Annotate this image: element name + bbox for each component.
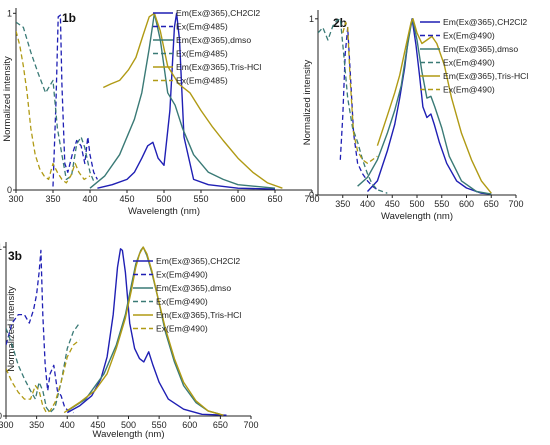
legend-entry: Em(Ex@365),CH2Cl2	[443, 17, 527, 27]
y-axis-label: Normalized intensity	[302, 59, 313, 145]
x-tick-label: 650	[267, 194, 282, 204]
legend-entry: Em(Ex@365),dmso	[176, 35, 251, 45]
legend-entry: Ex(Em@485)	[176, 76, 228, 86]
panel-label: 3b	[8, 249, 22, 263]
legend-entry: Em(Ex@365),Tris-HCl	[156, 310, 241, 320]
legend: Em(Ex@365),CH2Cl2 Ex(Em@490) Em(Ex@365),dm…	[420, 17, 528, 95]
x-tick-label: 600	[230, 194, 245, 204]
series-line-5	[6, 339, 80, 414]
series-line-5	[342, 21, 378, 164]
x-tick-label: 450	[90, 420, 105, 430]
x-tick-label: 350	[29, 420, 44, 430]
chart-panel-3b: 300 350 400 450 500 550 600 650 700 0 1 Wavelength …	[0, 242, 259, 440]
y-axis-label: Normalized intensity	[6, 286, 17, 372]
series-line-3	[16, 21, 95, 182]
y-tick-label: 1	[7, 8, 12, 18]
x-tick-label: 300	[0, 420, 14, 430]
series-line-2	[357, 18, 492, 195]
x-tick-label: 500	[121, 420, 136, 430]
x-tick-label: 550	[152, 420, 167, 430]
y-tick-label: 0	[7, 185, 12, 195]
legend-entry: Ex(Em@490)	[443, 58, 495, 68]
legend-entry: Em(Ex@365),CH2Cl2	[156, 256, 240, 266]
x-tick-label: 350	[335, 199, 350, 209]
series-line-1	[339, 26, 378, 191]
chart-panel-1b: 300 350 400 450 500 550 600 650 70001Wavelength …	[2, 8, 320, 217]
x-axis-label: Wavelength (nm)	[381, 211, 453, 222]
series-line-1	[52, 14, 98, 187]
y-axis-label: Normalized intensity	[2, 56, 13, 142]
x-tick-label: 550	[193, 194, 208, 204]
series-line-3	[318, 18, 388, 194]
legend-entry: Em(Ex@365),Tris-HCl	[443, 71, 528, 81]
panel-label: 1b	[62, 11, 76, 25]
legend-entry: Em(Ex@365),CH2Cl2	[176, 8, 260, 18]
series-group	[318, 18, 492, 195]
series-line-4	[376, 18, 492, 194]
x-tick-label: 700	[508, 199, 523, 209]
legend-entry: Ex(Em@490)	[156, 324, 208, 334]
y-tick-label: 1	[0, 242, 2, 252]
series-group	[6, 246, 227, 416]
legend-entry: Ex(Em@485)	[176, 22, 228, 32]
series-line-1	[6, 249, 74, 414]
panel-label: 2b	[333, 16, 347, 30]
y-tick-label: 0	[309, 190, 314, 200]
x-tick-label: 400	[360, 199, 375, 209]
legend-entry: Ex(Em@490)	[156, 270, 208, 280]
legend-entry: Em(Ex@365),Tris-HCl	[176, 62, 261, 72]
x-tick-label: 600	[459, 199, 474, 209]
series-line-5	[16, 30, 91, 184]
series-line-0	[97, 12, 276, 190]
legend-entry: Ex(Em@490)	[443, 31, 495, 41]
legend-entry: Ex(Em@485)	[176, 49, 228, 59]
x-tick-label: 700	[304, 194, 319, 204]
x-tick-label: 400	[60, 420, 75, 430]
x-tick-label: 550	[434, 199, 449, 209]
x-tick-label: 450	[385, 199, 400, 209]
series-group	[16, 12, 283, 190]
x-tick-label: 650	[213, 420, 228, 430]
x-tick-label: 500	[409, 199, 424, 209]
legend-entry: Ex(Em@490)	[443, 85, 495, 95]
x-tick-label: 300	[8, 194, 23, 204]
x-axis-label: Wavelength (nm)	[128, 206, 200, 217]
series-line-0	[366, 18, 492, 195]
x-tick-label: 500	[156, 194, 171, 204]
legend-entry: Em(Ex@365),dmso	[156, 283, 231, 293]
y-tick-label: 0	[0, 411, 2, 421]
legend: Em(Ex@365),CH2Cl2 Ex(Em@485) Em(Ex@365),dm…	[153, 8, 261, 86]
x-tick-label: 350	[45, 194, 60, 204]
x-axis-label: Wavelength (nm)	[93, 429, 165, 440]
legend-entry: Em(Ex@365),dmso	[443, 44, 518, 54]
x-tick-label: 650	[484, 199, 499, 209]
legend-entry: Ex(Em@490)	[156, 297, 208, 307]
x-tick-label: 700	[243, 420, 258, 430]
x-tick-label: 400	[82, 194, 97, 204]
legend: Em(Ex@365),CH2Cl2 Ex(Em@490) Em(Ex@365),dm…	[133, 256, 241, 334]
y-tick-label: 1	[309, 14, 314, 24]
series-line-3	[6, 322, 81, 414]
series-line-0	[66, 248, 227, 416]
series-line-4	[63, 246, 224, 416]
x-tick-label: 450	[119, 194, 134, 204]
x-tick-label: 600	[182, 420, 197, 430]
